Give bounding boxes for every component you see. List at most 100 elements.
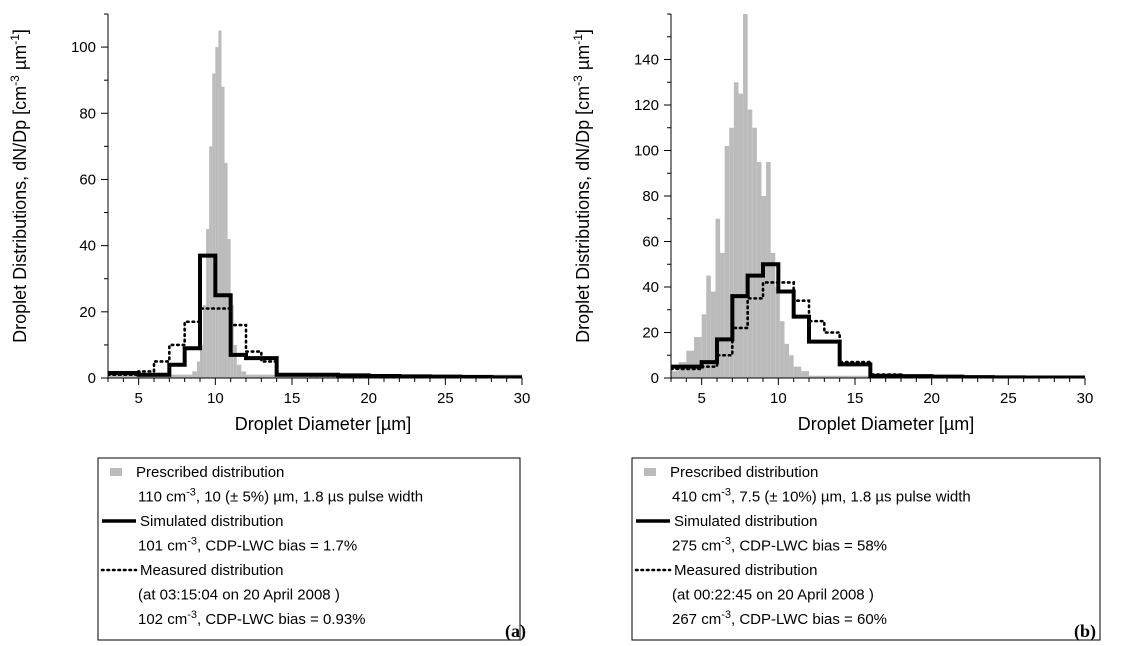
prescribed-bar	[752, 127, 757, 378]
y-axis-label: Droplet Distributions, dN/Dp [cm-3 µm-1]	[8, 29, 30, 343]
legend-text-part: 101 cm	[138, 538, 187, 555]
x-tick-label: 5	[134, 390, 142, 407]
x-tick-label: 30	[1077, 390, 1094, 407]
legend-entry-label: Prescribed distribution	[670, 464, 818, 481]
prescribed-bar	[236, 364, 242, 378]
legend-detail-text: (at 00:22:45 on 20 April 2008 )	[672, 587, 874, 604]
prescribed-bar	[241, 371, 246, 378]
prescribed-bar	[770, 252, 776, 378]
y-axis-label-sup2: -1	[571, 34, 585, 45]
prescribed-bar	[761, 196, 767, 378]
x-tick-label: 10	[207, 390, 224, 407]
legend-swatch-bar	[644, 468, 656, 476]
simulated-step-line	[671, 262, 1085, 378]
y-tick-label: 100	[71, 39, 96, 56]
legend-text-part: 110 cm	[138, 489, 186, 506]
prescribed-bar	[789, 355, 794, 378]
x-tick-label: 25	[1000, 390, 1017, 407]
x-tick-label: 20	[923, 390, 940, 407]
y-tick-label: 20	[642, 325, 659, 342]
y-axis-label-prefix: Droplet Distributions, dN/Dp [cm	[573, 86, 593, 343]
legend-superscript: -3	[721, 487, 731, 499]
y-tick-label: 0	[88, 370, 96, 387]
y-axis-label-prefix: Droplet Distributions, dN/Dp [cm	[10, 86, 30, 343]
x-tick-label: 30	[514, 390, 531, 407]
prescribed-bar	[694, 337, 702, 378]
plot-area	[671, 14, 1085, 378]
prescribed-bar	[775, 287, 780, 378]
prescribed-bar	[212, 73, 216, 378]
legend-entry-label: Measured distribution	[140, 562, 283, 579]
legend-box	[631, 457, 1101, 641]
y-tick-label: 0	[651, 370, 659, 387]
legend-superscript: -3	[187, 536, 197, 548]
panel-label: (b)	[1074, 621, 1096, 642]
prescribed-bar	[192, 371, 197, 378]
legend-superscript: -3	[721, 536, 731, 548]
y-tick-label: 60	[79, 171, 96, 188]
legend-box	[97, 457, 521, 641]
prescribed-bar	[221, 86, 225, 378]
prescribed-bar	[706, 275, 711, 378]
legend-detail-text: 275 cm-3, CDP-LWC bias = 58%	[672, 536, 887, 555]
y-tick-label: 80	[642, 188, 659, 205]
prescribed-bar	[200, 344, 204, 378]
y-axis-label-suffix: ]	[10, 29, 30, 34]
x-tick-label: 15	[847, 390, 864, 407]
measured-dotted-line	[671, 281, 1085, 378]
x-tick-label: 5	[697, 390, 705, 407]
x-tick-label: 15	[284, 390, 301, 407]
legend-text-part: , CDP-LWC bias = 1.7%	[197, 538, 357, 555]
y-tick-label: 20	[79, 304, 96, 321]
legend-entry-label: Prescribed distribution	[136, 464, 284, 481]
legend-detail-text: 267 cm-3, CDP-LWC bias = 60%	[672, 609, 887, 628]
legend-entry-label: Simulated distribution	[674, 513, 817, 530]
prescribed-bar	[738, 93, 744, 378]
y-tick-label: 40	[79, 238, 96, 255]
prescribed-bar	[218, 30, 222, 378]
panel-label: (a)	[505, 621, 526, 642]
y-axis-label-mid: µm	[573, 45, 593, 75]
prescribed-bar	[720, 252, 725, 378]
plot-area	[108, 30, 522, 378]
x-axis-label: Droplet Diameter [µm]	[235, 414, 411, 434]
legend-entry-label: Measured distribution	[674, 562, 817, 579]
y-tick-label: 60	[642, 234, 659, 251]
legend-detail-text: 101 cm-3, CDP-LWC bias = 1.7%	[138, 536, 357, 555]
prescribed-bar	[793, 366, 802, 378]
legend-detail-text: 110 cm-3, 10 (± 5%) µm, 1.8 µs pulse wid…	[138, 487, 423, 506]
legend-superscript: -3	[187, 609, 197, 621]
y-axis-label-sup1: -3	[571, 75, 585, 86]
legend-superscript: -3	[721, 609, 731, 621]
legend-text-part: , CDP-LWC bias = 58%	[731, 538, 887, 555]
legend-swatch-bar	[110, 468, 122, 476]
measured-dotted-line	[108, 307, 522, 378]
legend-superscript: -3	[186, 487, 196, 499]
prescribed-bar	[686, 350, 694, 378]
y-tick-label: 120	[634, 97, 659, 114]
legend-text-part: , CDP-LWC bias = 0.93%	[197, 611, 366, 628]
prescribed-bar	[701, 314, 707, 378]
prescribed-bar	[196, 361, 200, 378]
y-tick-label: 40	[642, 279, 659, 296]
prescribed-bar	[779, 321, 785, 378]
x-axis-label: Droplet Diameter [µm]	[798, 414, 974, 434]
prescribed-bar	[756, 161, 762, 378]
x-tick-label: 10	[770, 390, 787, 407]
y-axis-label-sup1: -3	[8, 75, 22, 86]
prescribed-bar	[724, 145, 730, 378]
prescribed-bar	[209, 146, 213, 378]
prescribed-bar	[784, 343, 790, 378]
legend-detail-text: 410 cm-3, 7.5 (± 10%) µm, 1.8 µs pulse w…	[672, 487, 971, 506]
legend: Prescribed distribution 410 cm-3, 7.5 (± …	[631, 457, 1101, 641]
legend-text-part: , 10 (± 5%) µm, 1.8 µs pulse width	[196, 489, 423, 506]
prescribed-bar	[206, 229, 210, 378]
prescribed-bar	[766, 161, 771, 378]
legend-text-part: 410 cm	[672, 489, 721, 506]
y-tick-label: 140	[634, 52, 659, 69]
legend-detail-text: 102 cm-3, CDP-LWC bias = 0.93%	[138, 609, 366, 628]
x-tick-label: 25	[437, 390, 454, 407]
prescribed-bar	[729, 127, 734, 378]
y-axis-label: Droplet Distributions, dN/Dp [cm-3 µm-1]	[571, 29, 593, 343]
